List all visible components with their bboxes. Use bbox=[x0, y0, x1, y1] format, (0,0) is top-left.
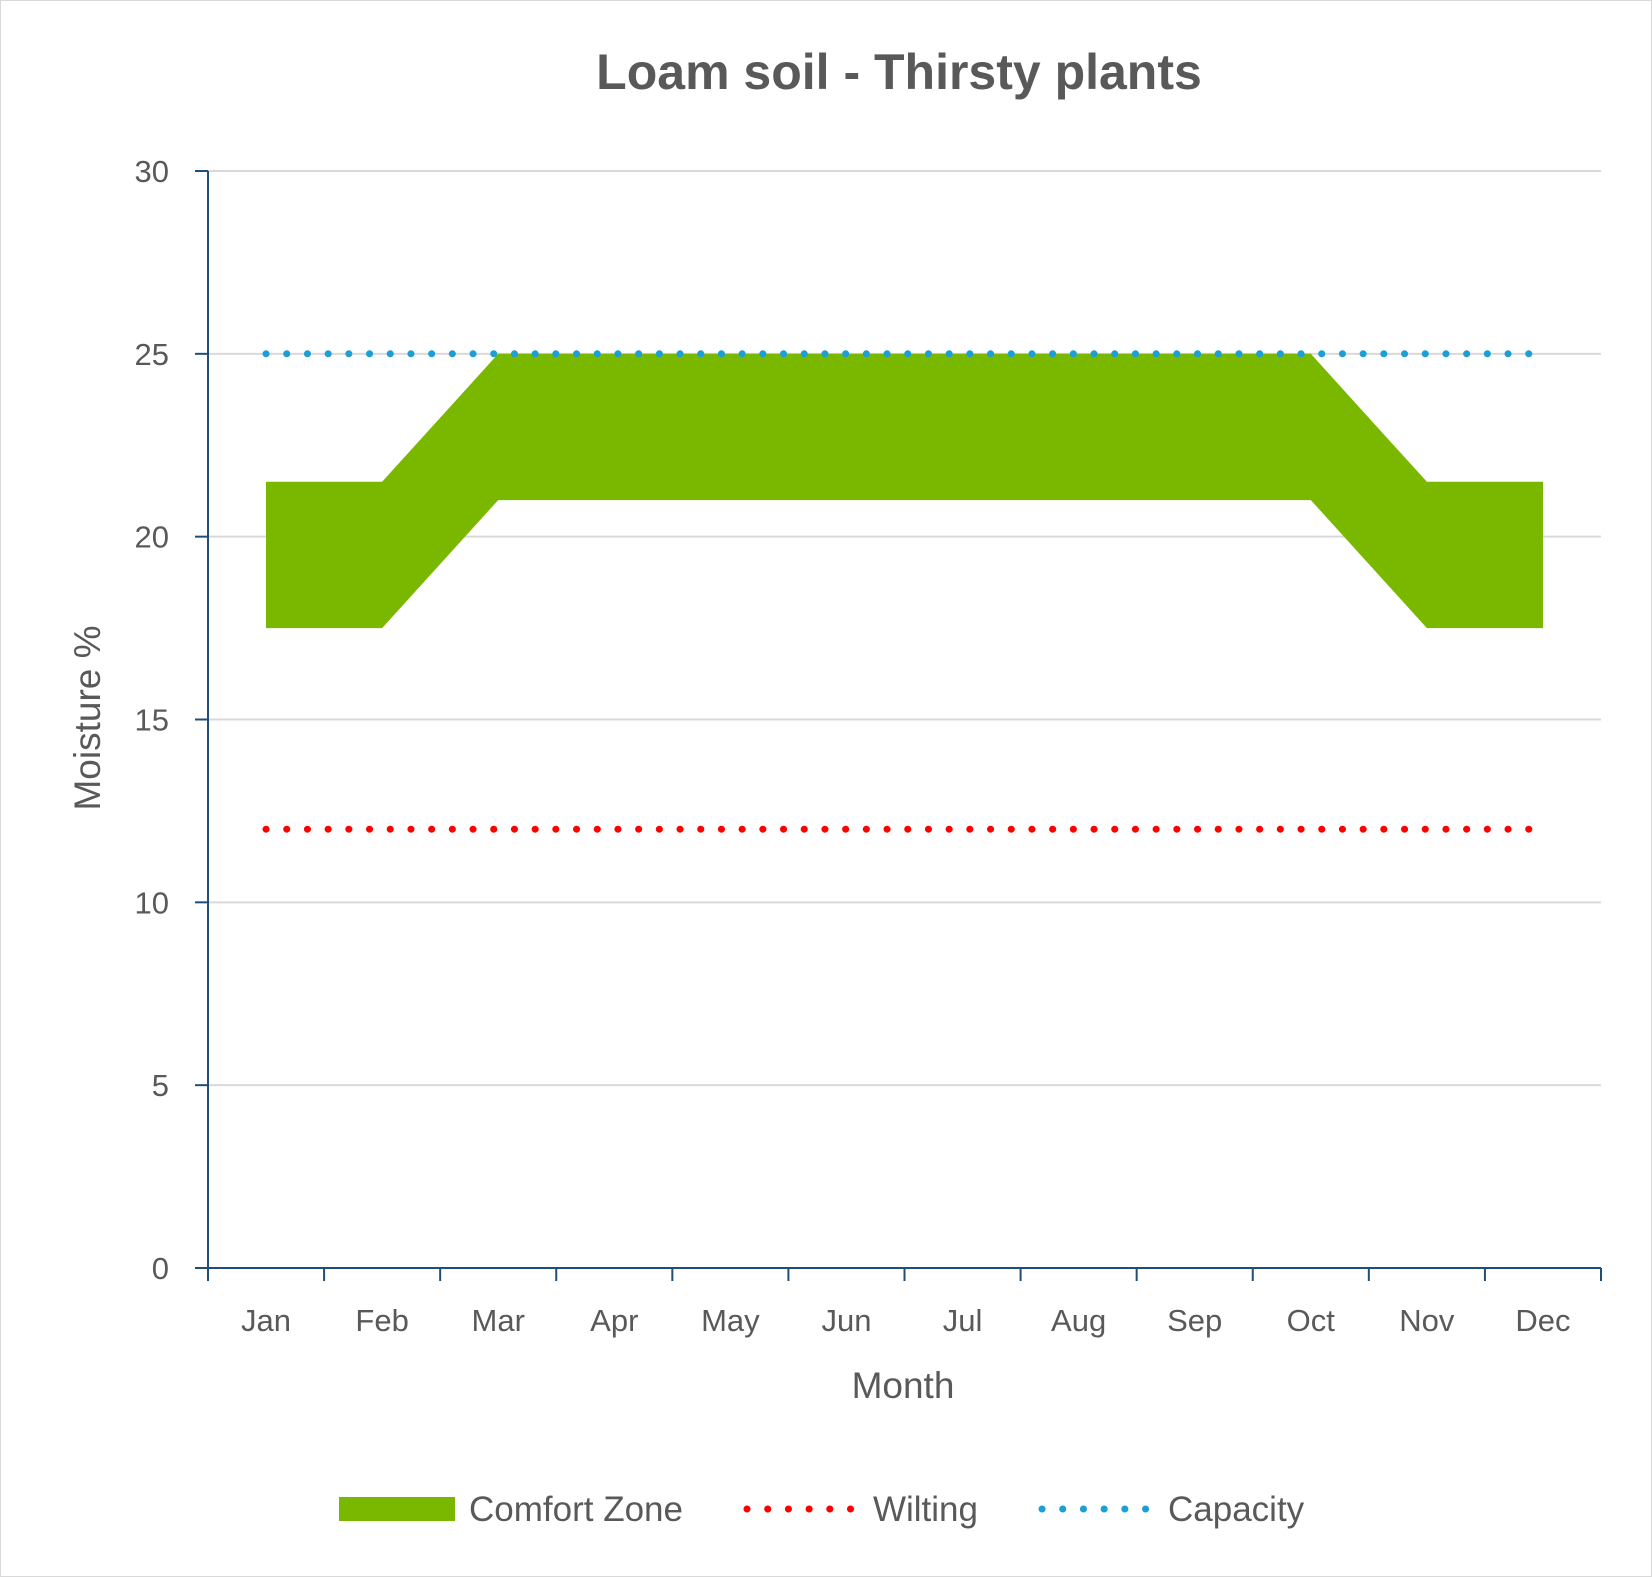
legend-label: Wilting bbox=[873, 1490, 978, 1529]
y-tick-label: 0 bbox=[152, 1251, 169, 1286]
x-tick-label: Jun bbox=[821, 1303, 871, 1338]
x-tick-label: Dec bbox=[1515, 1303, 1570, 1338]
legend-label: Comfort Zone bbox=[469, 1490, 683, 1529]
x-tick-label: Jul bbox=[943, 1303, 983, 1338]
x-tick-label: Feb bbox=[355, 1303, 408, 1338]
comfort-zone-area bbox=[266, 353, 1543, 629]
y-tick-label: 20 bbox=[135, 520, 169, 555]
comfort-zone-band bbox=[266, 353, 1543, 629]
chart-title: Loam soil - Thirsty plants bbox=[596, 44, 1202, 100]
y-tick-label: 30 bbox=[135, 154, 169, 189]
legend-label: Capacity bbox=[1168, 1490, 1305, 1529]
y-tick-label: 25 bbox=[135, 337, 169, 372]
x-tick-label: May bbox=[701, 1303, 760, 1338]
y-tick-label: 15 bbox=[135, 703, 169, 738]
legend-swatch bbox=[339, 1497, 455, 1521]
y-tick-label: 10 bbox=[135, 885, 169, 920]
y-axis-title: Moisture % bbox=[67, 625, 108, 810]
y-tick-label: 5 bbox=[152, 1068, 169, 1103]
legend-item-capacity: Capacity bbox=[1038, 1490, 1305, 1529]
axes bbox=[195, 170, 1602, 1281]
x-tick-label: Mar bbox=[472, 1303, 525, 1338]
x-tick-label: Apr bbox=[590, 1303, 638, 1338]
y-tick-labels: 0 5 10 15 20 25 30 bbox=[135, 154, 169, 1286]
x-tick-label: Aug bbox=[1051, 1303, 1106, 1338]
legend-item-wilting: Wilting bbox=[743, 1490, 978, 1529]
x-tick-label: Jan bbox=[241, 1303, 291, 1338]
series-lines bbox=[262, 350, 1547, 833]
x-axis-title: Month bbox=[852, 1365, 955, 1406]
legend: Comfort Zone Wilting Capacity bbox=[339, 1490, 1305, 1529]
x-tick-label: Nov bbox=[1399, 1303, 1455, 1338]
legend-item-comfort-zone: Comfort Zone bbox=[339, 1490, 683, 1529]
x-tick-label: Sep bbox=[1167, 1303, 1222, 1338]
x-tick-label: Oct bbox=[1287, 1303, 1336, 1338]
x-tick-labels: Jan Feb Mar Apr May Jun Jul Aug Sep Oct Nov Dec bbox=[241, 1303, 1570, 1338]
gridlines bbox=[208, 170, 1601, 1087]
